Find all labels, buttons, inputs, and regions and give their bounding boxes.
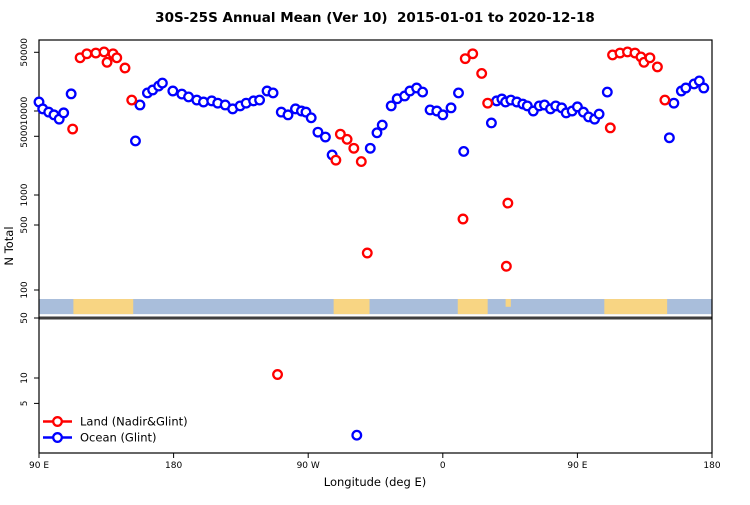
ocean-data-point [58, 107, 70, 119]
legend-label-land: Land (Nadir&Glint) [80, 415, 188, 429]
ocean-data-point [156, 77, 168, 89]
y-tick-label: 1000 [20, 183, 30, 206]
ocean-data-point [351, 429, 363, 441]
y-tick-label: 50 [20, 312, 30, 324]
land-data-point [459, 53, 471, 65]
x-tick-label: 180 [703, 461, 720, 471]
legend-marker-point-ocean [52, 432, 63, 443]
land-data-point [476, 67, 488, 79]
ocean-data-point [312, 126, 324, 138]
land-data-point [502, 197, 514, 209]
ocean-data-point [305, 112, 317, 124]
land-data-point [604, 122, 616, 134]
y-tick-label: 50000 [20, 38, 30, 67]
land-data-point [361, 247, 373, 259]
land-data-point [500, 260, 512, 272]
ocean-data-point [680, 82, 692, 94]
ocean-data-point [254, 94, 266, 106]
y-tick-label: 500 [20, 216, 30, 233]
ocean-data-point [319, 131, 331, 143]
x-tick-label: 90 W [297, 461, 320, 471]
land-data-point [126, 94, 138, 106]
ocean-data-point [167, 85, 179, 97]
land-data-point [111, 52, 123, 64]
ocean-data-point [65, 88, 77, 100]
x-tick-label: 90 E [567, 461, 587, 471]
land-data-point [341, 133, 353, 145]
ocean-data-point [417, 86, 429, 98]
x-tick-label: 0 [440, 461, 446, 471]
chart-title: 30S-25S Annual Mean (Ver 10) 2015-01-01 … [155, 10, 595, 26]
y-tick-label: 100 [20, 281, 30, 298]
land-band-segment [505, 299, 511, 307]
land-data-point [482, 97, 494, 109]
ocean-data-point [376, 119, 388, 131]
ocean-data-point [282, 109, 294, 121]
land-data-point [330, 154, 342, 166]
land-data-point [659, 94, 671, 106]
y-tick-label: 10 [20, 372, 30, 384]
ocean-data-point [458, 145, 470, 157]
x-tick-label: 180 [165, 461, 182, 471]
land-data-point [101, 56, 113, 68]
land-data-point [119, 62, 131, 74]
ocean-data-point [134, 99, 146, 111]
land-data-point [651, 61, 663, 73]
plot-border [38, 39, 713, 454]
land-band-segment [73, 299, 134, 315]
ocean-data-point [601, 86, 613, 98]
ocean-data-point [267, 87, 279, 99]
land-data-point [98, 46, 110, 58]
y-axis-title: N Total [2, 226, 16, 265]
land-data-point [467, 48, 479, 60]
land-data-point [67, 123, 79, 135]
land-data-point [457, 213, 469, 225]
land-data-point [272, 369, 283, 380]
land-band-segment [457, 299, 488, 315]
ocean-data-point [593, 108, 605, 120]
ocean-band [39, 299, 712, 315]
ocean-data-point [371, 127, 383, 139]
land-data-point [355, 156, 367, 168]
land-band-segment [333, 299, 370, 315]
x-axis-title: Longitude (deg E) [324, 475, 426, 489]
y-tick-label: 10000 [20, 96, 30, 125]
land-data-point [81, 48, 93, 60]
ocean-data-point [385, 100, 397, 112]
y-tick-label: 5 [20, 401, 30, 407]
ocean-data-point [445, 102, 457, 114]
ocean-data-point [130, 135, 141, 147]
ocean-data-point [698, 82, 710, 94]
land-data-point [334, 128, 346, 140]
land-band-segment [604, 299, 668, 315]
land-data-point [644, 52, 656, 64]
y-tick-label: 5000 [20, 125, 30, 148]
ocean-data-point [453, 87, 464, 99]
land-data-point [348, 142, 360, 154]
ocean-data-point [663, 132, 675, 144]
legend-marker-point-land [52, 416, 63, 427]
ocean-data-point [668, 97, 680, 109]
x-tick-label: 90 E [29, 461, 49, 471]
ocean-data-point [485, 117, 497, 129]
legend-label-ocean: Ocean (Glint) [80, 431, 157, 445]
ocean-data-point [437, 109, 449, 121]
ocean-data-point [364, 142, 376, 154]
